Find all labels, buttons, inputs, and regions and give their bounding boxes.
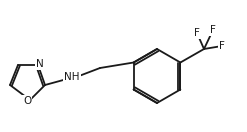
Text: O: O [23,96,31,106]
Text: F: F [210,25,216,35]
Text: F: F [194,28,200,38]
Text: NH: NH [64,72,80,82]
Text: F: F [219,41,225,51]
Text: N: N [36,59,44,69]
